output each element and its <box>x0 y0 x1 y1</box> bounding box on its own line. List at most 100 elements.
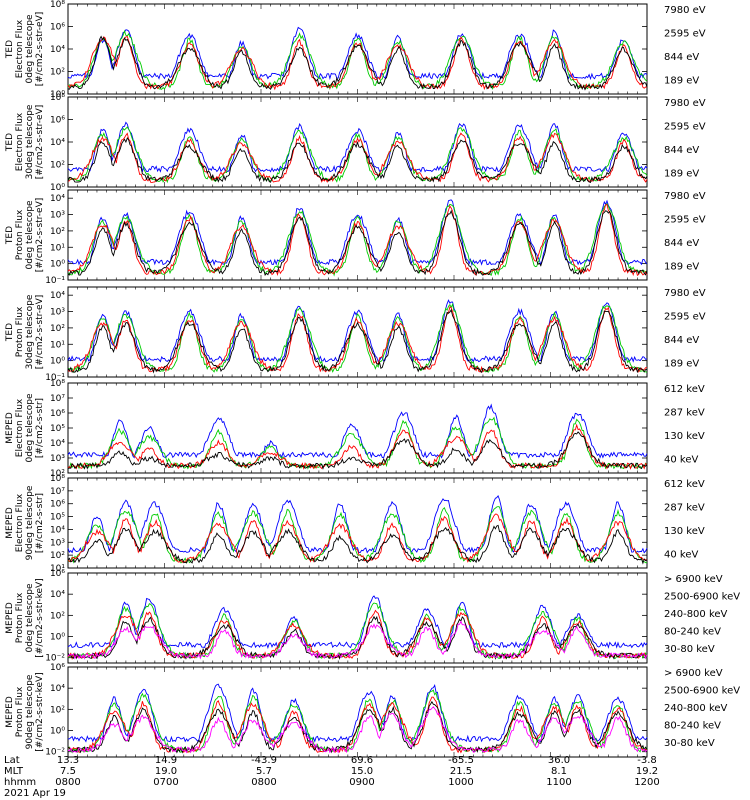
footer-mlt: 8.1 <box>551 766 567 777</box>
y-tick-label: 10⁰ <box>50 633 65 643</box>
series-line <box>67 202 648 277</box>
y-axis-label: [#/cm2-s-str-eV] <box>35 198 45 273</box>
y-tick-label: 10⁸ <box>50 0 65 10</box>
series-line <box>67 416 648 470</box>
y-axis-label: Electron Flux <box>15 112 25 171</box>
y-axis-label: [#/cm2-s-str-keV] <box>35 672 45 751</box>
panel-4: 10⁴ 10³ 10² 10¹ 10⁰ 10⁻¹ TED Proton Flux 30deg t… <box>5 286 706 383</box>
y-tick-label: 10² <box>50 705 65 715</box>
footer-lat: 14.9 <box>155 755 177 766</box>
series-line <box>67 26 648 81</box>
y-axis-label: Electron Flux <box>15 398 25 457</box>
series-line <box>67 700 648 754</box>
legend-entry: 844 eV <box>664 145 699 156</box>
series-line <box>67 494 648 554</box>
legend-entry: 189 eV <box>664 76 699 87</box>
legend-entry: 30-80 keV <box>664 738 715 749</box>
y-tick-label: 10¹ <box>50 340 65 350</box>
y-tick-label: 10⁸ <box>50 93 65 103</box>
y-axis-label: [#/cm2-s-str-eV] <box>35 12 45 87</box>
y-tick-label: 10² <box>50 324 65 334</box>
series-line <box>67 137 648 183</box>
legend-entry: 287 keV <box>664 503 705 514</box>
y-axis-label: [#/cm2-s-str] <box>35 493 45 553</box>
date-label: 2021 Apr 19 <box>4 788 66 799</box>
y-tick-label: 10⁶ <box>50 409 65 419</box>
footer-mlt: 21.5 <box>450 766 472 777</box>
legend-entry: 80-240 keV <box>664 627 721 638</box>
y-tick-label: 10⁶ <box>50 116 65 126</box>
y-axis-label: Electron Flux <box>15 493 25 552</box>
y-tick-label: 10¹ <box>50 243 65 253</box>
series-line <box>67 199 648 267</box>
y-tick-label: 10² <box>50 161 65 171</box>
legend-entry: 7980 eV <box>664 98 706 109</box>
footer-lat: -65.5 <box>448 755 474 766</box>
footer-hhmm: 0800 <box>251 777 276 788</box>
y-tick-label: 10⁻² <box>45 654 65 664</box>
y-tick-label: 10³ <box>50 308 65 318</box>
series-line <box>67 431 648 470</box>
y-axis-label: 0deg telescope <box>25 200 35 270</box>
legend-entry: 130 keV <box>664 431 705 442</box>
y-axis-label: MEPED <box>5 507 15 539</box>
panel-2: 10⁸ 10⁶ 10⁴ 10² 10⁰ TED Electron Flux 30deg tel… <box>5 93 706 193</box>
legend-entry: > 6900 keV <box>664 668 723 679</box>
panel-frame <box>67 3 648 95</box>
y-tick-label: 10¹ <box>50 564 65 574</box>
y-axis-label: TED <box>5 133 15 152</box>
footer-mlt: 19.2 <box>636 766 658 777</box>
y-axis-label: [#/cm2-s-str-eV] <box>35 105 45 180</box>
y-tick-label: 10² <box>50 227 65 237</box>
y-axis-label: 30deg telescope <box>25 294 35 369</box>
legend-entry: 40 keV <box>664 550 698 561</box>
y-axis-label: Proton Flux <box>15 306 25 357</box>
legend-entry: 80-240 keV <box>664 721 721 732</box>
y-tick-label: 10⁴ <box>50 525 65 535</box>
legend-entry: 40 keV <box>664 455 698 466</box>
legend-entry: 2595 eV <box>664 312 706 323</box>
panel-8: 10⁶ 10⁴ 10² 10⁰ 10⁻² MEPED Proton Flux 90deg te… <box>5 663 740 758</box>
y-tick-label: 10² <box>50 469 65 479</box>
legend-entry: 189 eV <box>664 262 699 273</box>
y-tick-label: 10⁴ <box>50 590 65 600</box>
legend-entry: 130 keV <box>664 526 705 537</box>
y-tick-label: 10⁰ <box>50 90 65 100</box>
footer-lat: 69.6 <box>351 755 373 766</box>
series-line <box>67 524 648 565</box>
legend-entry: 7980 eV <box>664 5 706 16</box>
series-line <box>67 29 648 91</box>
y-axis-label: 90deg telescope <box>25 674 35 749</box>
y-tick-label: 10⁵ <box>50 424 65 434</box>
footer-hhmm: 0800 <box>55 777 80 788</box>
footer-row-label-mlt: MLT <box>4 766 24 777</box>
legend-entry: 2595 eV <box>664 29 706 40</box>
y-axis-label: [#/cm2-s-str-eV] <box>35 295 45 370</box>
footer-lat: 36.0 <box>548 755 570 766</box>
y-tick-label: 10⁻¹ <box>45 276 65 286</box>
y-axis-label: MEPED <box>5 696 15 728</box>
legend-entry: 30-80 keV <box>664 644 715 655</box>
y-tick-label: 10⁴ <box>50 138 65 148</box>
footer-axis-labels: Lat MLT hhmm 2021 Apr 19 13.3 7.5 0800 1… <box>4 755 660 799</box>
y-axis-label: TED <box>5 40 15 59</box>
series-line <box>67 306 648 373</box>
panel-frame <box>67 286 648 378</box>
y-tick-label: 10⁶ <box>50 23 65 33</box>
legend-entry: 189 eV <box>664 169 699 180</box>
y-tick-label: 10⁴ <box>50 291 65 301</box>
y-axis-label: 0deg telescope <box>25 393 35 463</box>
legend-entry: 7980 eV <box>664 191 706 202</box>
y-tick-label: 10⁶ <box>50 500 65 510</box>
y-tick-label: 10² <box>50 551 65 561</box>
y-tick-label: 10⁰ <box>50 727 65 737</box>
panel-5: 10⁸ 10⁷ 10⁶ 10⁵ 10⁴ 10³ 10² MEPED Electron Flux 0… <box>5 379 705 479</box>
y-tick-label: 10⁴ <box>50 439 65 449</box>
y-axis-label: Proton Flux <box>15 686 25 737</box>
footer-mlt: 15.0 <box>351 766 373 777</box>
series-line <box>67 121 648 173</box>
y-tick-label: 10⁸ <box>50 474 65 484</box>
series-line <box>67 132 648 183</box>
series-line <box>67 126 648 184</box>
